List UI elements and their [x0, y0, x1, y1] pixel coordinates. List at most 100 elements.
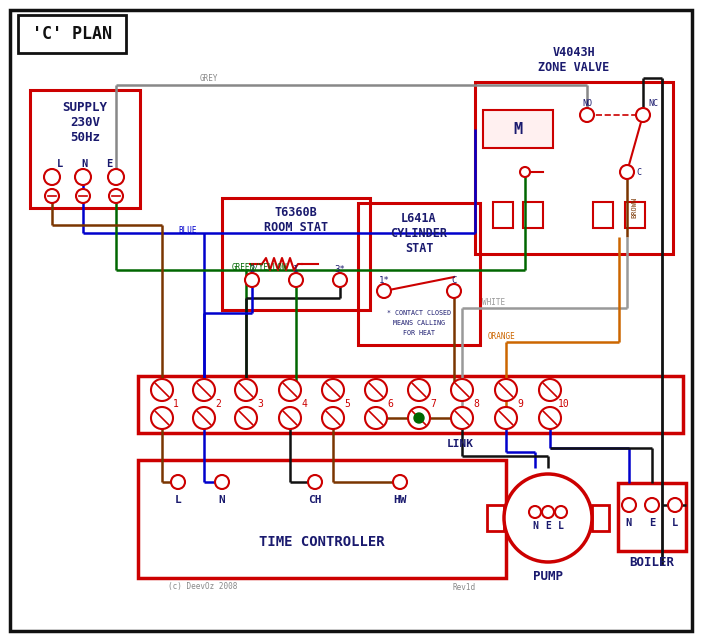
- Bar: [475, 82, 673, 254]
- Text: * CONTACT CLOSED: * CONTACT CLOSED: [387, 310, 451, 316]
- Text: C: C: [637, 167, 642, 176]
- Text: BLUE: BLUE: [178, 226, 197, 235]
- Circle shape: [279, 379, 301, 401]
- Text: BOILER: BOILER: [630, 556, 675, 569]
- Text: BROWN: BROWN: [631, 196, 637, 218]
- Text: 1: 1: [293, 265, 298, 274]
- Text: 7: 7: [430, 399, 436, 409]
- Text: 'C' PLAN: 'C' PLAN: [32, 25, 112, 43]
- Bar: [618, 483, 686, 551]
- Text: M: M: [513, 122, 522, 137]
- Text: N: N: [626, 518, 632, 528]
- Circle shape: [289, 273, 303, 287]
- Circle shape: [504, 474, 592, 562]
- Text: 6: 6: [387, 399, 393, 409]
- Text: N: N: [532, 521, 538, 531]
- Circle shape: [151, 379, 173, 401]
- Text: L   N   E: L N E: [57, 159, 113, 169]
- Circle shape: [451, 407, 473, 429]
- Circle shape: [171, 475, 185, 489]
- Text: 1*: 1*: [378, 276, 390, 285]
- Text: FOR HEAT: FOR HEAT: [403, 330, 435, 336]
- Circle shape: [45, 189, 59, 203]
- Bar: [483, 110, 553, 148]
- Text: 4: 4: [301, 399, 307, 409]
- Circle shape: [636, 108, 650, 122]
- Circle shape: [108, 169, 124, 185]
- Circle shape: [414, 413, 424, 423]
- Text: SUPPLY
230V
50Hz: SUPPLY 230V 50Hz: [62, 101, 107, 144]
- Bar: [592, 505, 609, 531]
- Circle shape: [245, 273, 259, 287]
- Text: LINK: LINK: [446, 439, 474, 449]
- Text: 9: 9: [517, 399, 523, 409]
- Circle shape: [580, 108, 594, 122]
- Circle shape: [622, 498, 636, 512]
- Circle shape: [408, 379, 430, 401]
- Circle shape: [451, 379, 473, 401]
- Circle shape: [668, 498, 682, 512]
- Circle shape: [542, 506, 554, 518]
- Circle shape: [44, 169, 60, 185]
- Bar: [625, 202, 645, 228]
- Text: GREY: GREY: [200, 74, 218, 83]
- Text: 2: 2: [215, 399, 221, 409]
- Bar: [138, 376, 683, 433]
- Text: NO: NO: [582, 99, 592, 108]
- Text: 3*: 3*: [335, 265, 345, 274]
- Circle shape: [235, 379, 257, 401]
- Circle shape: [645, 498, 659, 512]
- Text: 1: 1: [173, 399, 179, 409]
- Circle shape: [193, 407, 215, 429]
- Text: E: E: [649, 518, 655, 528]
- Text: WHITE: WHITE: [482, 297, 505, 306]
- Circle shape: [322, 379, 344, 401]
- Circle shape: [333, 273, 347, 287]
- Circle shape: [377, 284, 391, 298]
- Text: PUMP: PUMP: [533, 569, 563, 583]
- Bar: [593, 202, 613, 228]
- Text: NC: NC: [648, 99, 658, 108]
- Circle shape: [539, 407, 561, 429]
- Text: C: C: [451, 276, 457, 285]
- Circle shape: [393, 475, 407, 489]
- Circle shape: [365, 407, 387, 429]
- Circle shape: [279, 407, 301, 429]
- Circle shape: [215, 475, 229, 489]
- Text: 10: 10: [558, 399, 570, 409]
- Text: 3: 3: [257, 399, 263, 409]
- Text: L: L: [175, 495, 181, 505]
- Bar: [358, 203, 480, 345]
- Bar: [523, 202, 543, 228]
- Circle shape: [75, 169, 91, 185]
- Circle shape: [555, 506, 567, 518]
- Circle shape: [322, 407, 344, 429]
- Circle shape: [365, 379, 387, 401]
- Circle shape: [193, 379, 215, 401]
- Text: T6360B
ROOM STAT: T6360B ROOM STAT: [264, 206, 328, 234]
- Text: HW: HW: [393, 495, 406, 505]
- Circle shape: [620, 165, 634, 179]
- Text: 8: 8: [473, 399, 479, 409]
- Circle shape: [495, 379, 517, 401]
- Text: L: L: [672, 518, 678, 528]
- Circle shape: [408, 407, 430, 429]
- Text: MEANS CALLING: MEANS CALLING: [393, 320, 445, 326]
- Circle shape: [520, 167, 530, 177]
- Text: 5: 5: [344, 399, 350, 409]
- Circle shape: [308, 475, 322, 489]
- Circle shape: [151, 407, 173, 429]
- Circle shape: [76, 189, 90, 203]
- Text: TIME CONTROLLER: TIME CONTROLLER: [259, 535, 385, 549]
- Circle shape: [539, 379, 561, 401]
- Text: V4043H
ZONE VALVE: V4043H ZONE VALVE: [538, 46, 609, 74]
- Text: CH: CH: [308, 495, 322, 505]
- Bar: [18, 15, 126, 53]
- Text: 2: 2: [249, 265, 255, 274]
- Text: L641A
CYLINDER
STAT: L641A CYLINDER STAT: [390, 212, 447, 254]
- Text: Rev1d: Rev1d: [452, 583, 475, 592]
- Bar: [222, 198, 370, 310]
- Text: E: E: [545, 521, 551, 531]
- Bar: [30, 90, 140, 208]
- Circle shape: [495, 407, 517, 429]
